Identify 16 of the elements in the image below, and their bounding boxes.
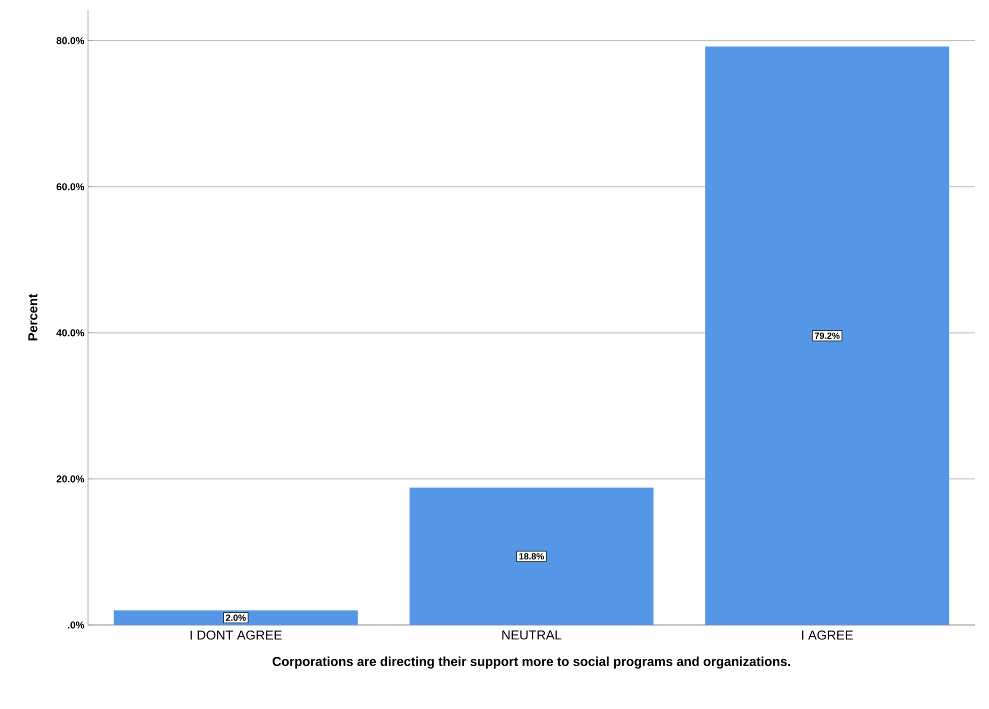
x-axis-title: Corporations are directing their support more to social programs and organizations. xyxy=(272,656,790,669)
y-tick-label: 60.0% xyxy=(56,183,84,190)
bar xyxy=(114,610,358,625)
y-tick-label: 40.0% xyxy=(56,329,84,336)
data-label: 18.8% xyxy=(519,553,544,560)
data-label: 2.0% xyxy=(226,614,246,621)
bar xyxy=(410,488,654,625)
data-label: 79.2% xyxy=(814,332,840,339)
x-tick-label: I AGREE xyxy=(802,630,853,640)
x-tick-label: I DONT AGREE xyxy=(190,630,282,640)
y-tick-label: 80.0% xyxy=(56,37,84,44)
bar xyxy=(705,46,950,625)
y-tick-label: .0% xyxy=(68,621,84,629)
x-tick-label: NEUTRAL xyxy=(502,630,562,640)
y-tick-label: 20.0% xyxy=(56,475,84,482)
y-axis-title: Percent xyxy=(28,294,38,340)
